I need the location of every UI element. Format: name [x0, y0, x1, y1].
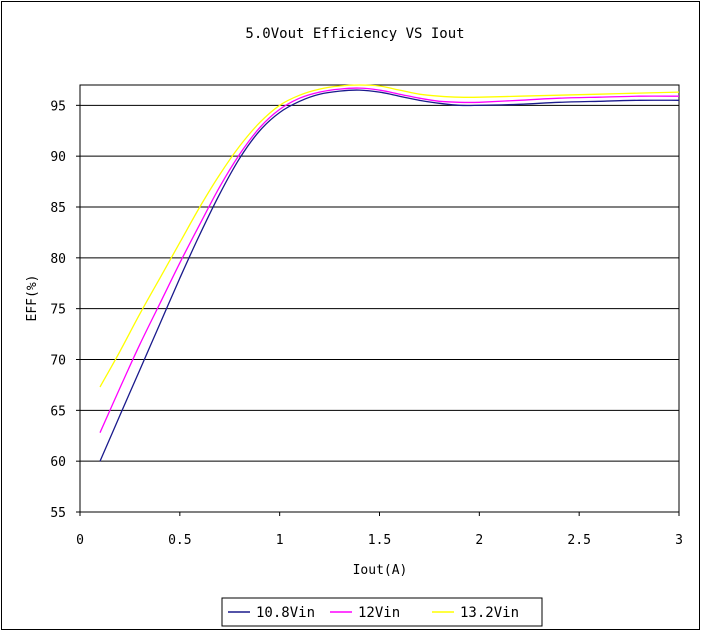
y-tick-label: 70 — [50, 354, 66, 369]
x-tick-labels: 0 0.5 1 1.5 2 2.5 3 — [76, 512, 683, 548]
chart-title: 5.0Vout Efficiency VS Iout — [245, 26, 464, 42]
y-tick-label: 75 — [50, 303, 66, 318]
plot-area — [79, 84, 680, 513]
y-tick-label: 65 — [50, 404, 66, 419]
legend-label-2: 13.2Vin — [460, 605, 519, 621]
x-tick-label: 2 — [475, 533, 483, 548]
y-axis-label: EFF(%) — [25, 275, 40, 322]
y-tick-label: 85 — [50, 201, 66, 216]
x-tick-label: 0 — [76, 533, 84, 548]
x-tick-label: 0.5 — [168, 533, 191, 548]
y-tick-label: 90 — [50, 150, 66, 165]
x-tick-label: 1 — [276, 533, 284, 548]
y-tick-label: 60 — [50, 455, 66, 470]
gridlines — [80, 104, 679, 462]
y-tick-label: 80 — [50, 252, 66, 267]
series-layer — [99, 84, 680, 462]
x-tick-label: 3 — [675, 533, 683, 548]
legend-label-1: 12Vin — [358, 605, 400, 621]
y-tick-labels: 55 60 65 70 75 80 85 90 95 — [50, 99, 80, 521]
y-tick-label: 95 — [50, 99, 66, 114]
legend-box — [221, 597, 543, 627]
x-tick-label: 1.5 — [368, 533, 391, 548]
series-line-1 — [99, 87, 680, 433]
series-line-2 — [99, 84, 680, 388]
x-axis-label: Iout(A) — [353, 563, 408, 578]
x-tick-label: 2.5 — [567, 533, 590, 548]
y-tick-label: 55 — [50, 506, 66, 521]
legend: 10.8Vin 12Vin 13.2Vin — [221, 597, 543, 627]
legend-label-0: 10.8Vin — [256, 605, 315, 621]
series-line-0 — [99, 89, 680, 462]
